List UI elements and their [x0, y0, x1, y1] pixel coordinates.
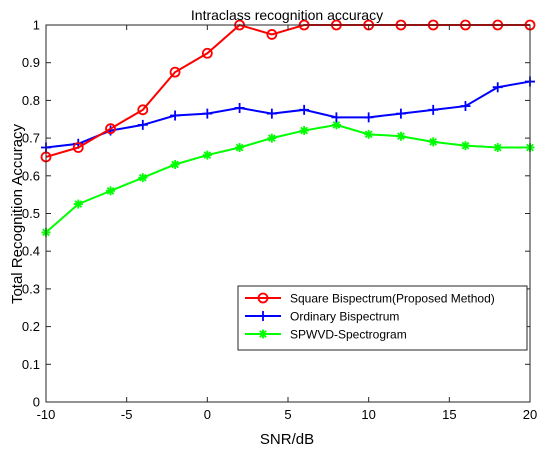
data-point-asterisk	[331, 120, 341, 130]
data-point-asterisk	[202, 150, 212, 160]
data-point-asterisk	[106, 186, 116, 196]
y-tick-label: 0	[33, 395, 40, 410]
data-point-asterisk	[364, 129, 374, 139]
data-point-asterisk	[460, 141, 470, 151]
data-point-circle	[266, 29, 278, 40]
data-point-plus	[266, 108, 277, 119]
chart-title: Intraclass recognition accuracy	[191, 7, 383, 23]
data-point-asterisk	[428, 137, 438, 147]
legend-label-asterisk: SPWVD-Spectrogram	[290, 328, 407, 342]
series-line-plus	[45, 80, 531, 149]
y-tick-label: 0.7	[22, 131, 40, 146]
legend-marker-circle	[257, 292, 269, 304]
y-tick-label: 0.6	[22, 168, 40, 183]
axes-layer: -10 -5 0 5 10 15 20 0 0.1 0.2 0.3 0.4 0.5 0.6 0.7 0.8 0.…	[22, 18, 537, 423]
legend-marker-asterisk	[258, 329, 268, 339]
series-asterisk	[41, 120, 535, 237]
x-tick-label: 10	[361, 407, 375, 422]
y-tick-label: 0.5	[22, 206, 40, 221]
legend-label-circle: Square Bispectrum(Proposed Method)	[290, 292, 495, 306]
y-axis-label: Total Recognition Accuracy	[9, 123, 26, 304]
x-tick-label: 15	[442, 407, 456, 422]
data-point-plus	[331, 112, 342, 123]
data-point-circle	[169, 66, 181, 78]
data-point-asterisk	[235, 143, 245, 153]
x-tick-label: 0	[204, 407, 211, 422]
x-tick-label: 20	[523, 407, 537, 422]
y-tick-label: 0.4	[22, 244, 40, 259]
data-point-plus	[299, 104, 310, 115]
series-line-asterisk	[45, 123, 530, 234]
data-point-asterisk	[493, 143, 503, 153]
data-point-plus	[234, 102, 245, 113]
legend: Square Bispectrum(Proposed Method) Ordina…	[237, 285, 528, 351]
data-point-asterisk	[170, 159, 180, 169]
data-point-asterisk	[267, 133, 277, 143]
legend-label-plus: Ordinary Bispectrum	[290, 310, 399, 324]
data-point-plus	[202, 108, 213, 119]
data-point-plus	[137, 119, 148, 130]
y-tick-label: 0.3	[22, 281, 40, 296]
data-point-asterisk	[396, 131, 406, 141]
data-point-plus	[428, 104, 439, 115]
y-tick-label: 0.9	[22, 55, 40, 70]
data-point-circle	[201, 47, 213, 59]
x-axis-label: SNR/dB	[260, 431, 314, 448]
legend-marker-plus	[258, 311, 268, 321]
y-tick-label: 1	[33, 18, 40, 33]
data-point-asterisk	[138, 173, 148, 183]
data-point-asterisk	[73, 199, 83, 209]
legend-box	[237, 285, 528, 351]
data-point-plus	[460, 101, 471, 112]
data-point-plus	[492, 82, 503, 93]
y-tick-label: 0.8	[22, 93, 40, 108]
x-tick-label: -10	[37, 407, 56, 422]
data-point-circle	[72, 142, 84, 153]
data-point-circle	[137, 104, 149, 116]
x-tick-label: 5	[284, 407, 291, 422]
x-tick-label: -5	[121, 407, 133, 422]
data-point-circle	[105, 123, 116, 135]
y-tick-label: 0.1	[22, 357, 40, 372]
data-point-plus	[363, 112, 374, 123]
data-point-asterisk	[299, 126, 309, 136]
data-point-plus	[170, 110, 181, 121]
y-tick-label: 0.2	[22, 319, 40, 334]
data-point-plus	[395, 108, 406, 119]
